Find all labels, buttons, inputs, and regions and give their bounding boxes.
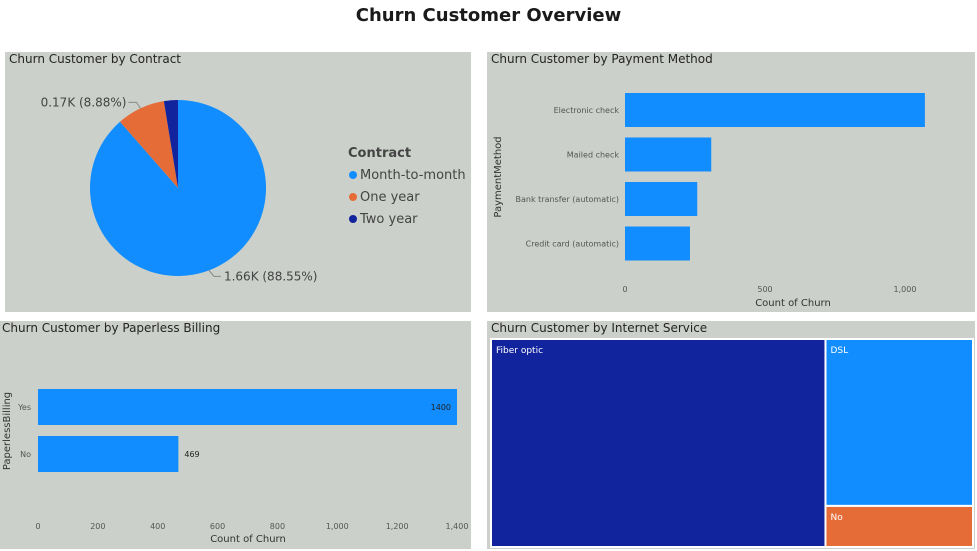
treemap-tile-dsl[interactable]: [824, 338, 974, 507]
x-tick-label: 800: [270, 522, 285, 531]
y-tick-label: Mailed check: [567, 151, 620, 160]
treemap-label: DSL: [830, 346, 848, 356]
y-tick-label: No: [20, 450, 31, 459]
pie-leader-line: [128, 101, 141, 109]
internet-panel[interactable]: Churn Customer by Internet Service Fiber…: [487, 321, 975, 549]
x-tick-label: 1,000: [894, 285, 917, 294]
bar-credit-card-automatic-[interactable]: [625, 226, 690, 261]
treemap-tile-no[interactable]: [824, 504, 974, 548]
payment-panel[interactable]: Churn Customer by Payment Method Electro…: [487, 52, 975, 312]
pie-data-label: 0.17K (8.88%): [41, 95, 127, 109]
paperless-bar-chart[interactable]: Yes 1400 No 469 0 200 400 600 800 1,000 1,200 1,400…: [0, 321, 471, 549]
bar-no[interactable]: [38, 436, 179, 472]
x-tick-label: 0: [35, 522, 40, 531]
legend-marker[interactable]: [349, 171, 357, 179]
treemap-tile-fiber-optic[interactable]: [490, 338, 827, 548]
legend-marker[interactable]: [349, 193, 357, 201]
x-tick-label: 200: [90, 522, 105, 531]
y-tick-label: Electronic check: [554, 106, 620, 115]
contract-panel[interactable]: Churn Customer by Contract 1.66K (88.55%…: [5, 52, 471, 312]
internet-treemap[interactable]: Fiber optic DSL No: [487, 321, 975, 549]
paperless-panel[interactable]: Churn Customer by Paperless Billing Yes 1…: [0, 321, 471, 549]
pie-leader-line: [208, 270, 221, 277]
payment-bar-chart[interactable]: Electronic check Mailed check Bank transfe…: [487, 52, 975, 312]
bar-data-label: 469: [184, 450, 199, 459]
internet-chart-title: Churn Customer by Internet Service: [491, 321, 708, 335]
dashboard-title: Churn Customer Overview: [355, 5, 622, 26]
contract-chart-title: Churn Customer by Contract: [9, 52, 181, 66]
pie-slice-two-year[interactable]: [163, 100, 178, 188]
legend-marker[interactable]: [349, 215, 357, 223]
paperless-chart-title: Churn Customer by Paperless Billing: [2, 321, 221, 335]
x-tick-label: 1,400: [446, 522, 469, 531]
treemap-label: Fiber optic: [496, 346, 543, 356]
x-tick-label: 1,000: [326, 522, 349, 531]
bar-data-label: 1400: [431, 403, 451, 412]
pie-slice-one-year[interactable]: [120, 101, 178, 188]
legend-label: Month-to-month: [360, 168, 466, 183]
x-axis-title: Count of Churn: [755, 298, 831, 309]
treemap-label: No: [830, 513, 843, 523]
x-tick-label: 400: [150, 522, 165, 531]
legend-label: Two year: [359, 212, 418, 227]
x-axis-title: Count of Churn: [210, 534, 286, 545]
bar-electronic-check[interactable]: [625, 93, 925, 127]
x-tick-label: 600: [210, 522, 225, 531]
bar-mailed-check[interactable]: [625, 137, 712, 172]
y-tick-label: Credit card (automatic): [526, 240, 619, 249]
legend-title: Contract: [348, 146, 411, 161]
contract-pie-chart[interactable]: 1.66K (88.55%) 0.17K (8.88%) Contract Month…: [5, 52, 471, 312]
y-axis-title: PaymentMethod: [493, 136, 504, 217]
pie-data-label: 1.66K (88.55%): [224, 269, 318, 283]
x-tick-label: 0: [622, 285, 627, 294]
payment-chart-title: Churn Customer by Payment Method: [491, 52, 713, 66]
x-tick-label: 1,200: [386, 522, 409, 531]
y-axis-title: PaperlessBilling: [2, 392, 13, 470]
legend-label: One year: [360, 190, 420, 205]
y-tick-label: Yes: [17, 403, 31, 412]
bar-yes[interactable]: [38, 389, 457, 425]
y-tick-label: Bank transfer (automatic): [516, 195, 619, 204]
bar-bank-transfer-automatic-[interactable]: [625, 182, 698, 216]
x-tick-label: 500: [757, 285, 772, 294]
